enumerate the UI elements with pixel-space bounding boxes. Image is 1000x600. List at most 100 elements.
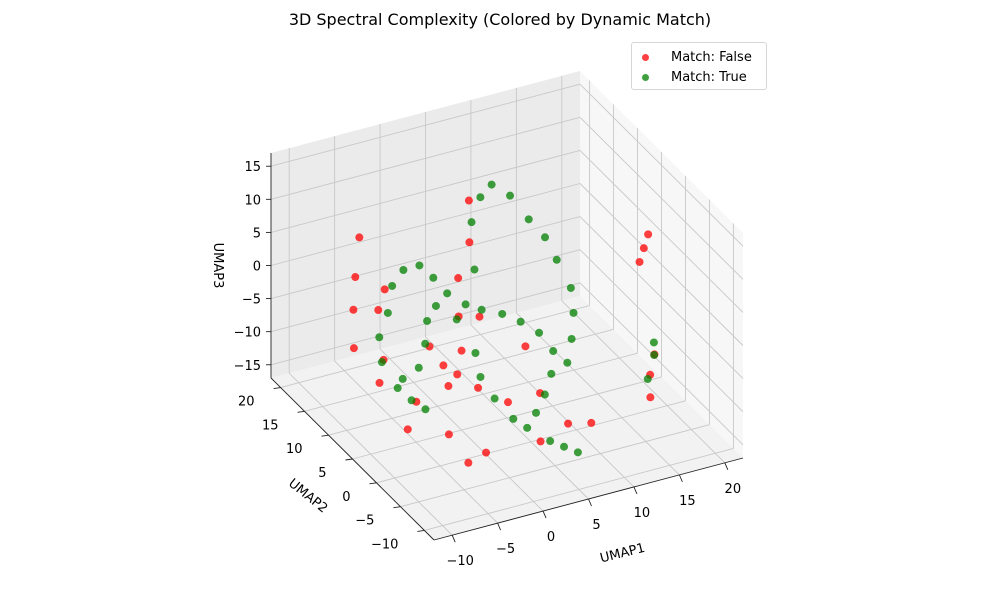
data-point [474, 383, 483, 392]
tick-labels: −10 −5 0 5 10 15 20 −10 −5 0 5 10 15 20 −15 −10 −5 0 5 10 15 [234, 160, 742, 569]
axis-panes [271, 71, 743, 540]
data-point [487, 180, 496, 189]
data-point [380, 285, 389, 294]
z-tick-label: 0 [253, 260, 261, 275]
data-point [552, 255, 561, 264]
chart-title: 3D Spectral Complexity (Colored by Dynam… [288, 10, 712, 29]
z-tick-label: 5 [253, 226, 261, 241]
data-point [566, 283, 575, 292]
y-tick-mark [321, 434, 329, 437]
x-tick-mark [724, 462, 729, 471]
data-point [349, 305, 358, 314]
z-tick-label: −10 [234, 326, 261, 341]
y-grid-floor [352, 376, 662, 460]
data-point [536, 437, 545, 446]
series-match-false [349, 196, 659, 467]
data-point [431, 301, 440, 310]
x-tick-label: −10 [446, 554, 473, 569]
y-tick-label: 0 [342, 490, 350, 505]
data-point [375, 333, 384, 342]
data-point [650, 351, 659, 360]
data-point [471, 349, 480, 357]
data-point [421, 405, 430, 414]
z-grid-back [270, 183, 581, 266]
data-point [453, 370, 462, 379]
z-tick-label: −15 [234, 359, 261, 374]
z-grid-side [579, 216, 744, 379]
z-grid-side [579, 183, 744, 346]
data-point [383, 308, 392, 317]
y-tick-label: 5 [318, 466, 326, 481]
z-grid-back [270, 149, 581, 233]
data-point [375, 378, 384, 387]
y-tick-mark [369, 482, 377, 485]
y-tick-label: −10 [371, 537, 398, 552]
data-point [646, 393, 655, 402]
legend-item-false: Match: False [642, 48, 752, 66]
z-grid-side [579, 282, 744, 446]
data-point [639, 244, 648, 253]
data-point [415, 261, 424, 270]
data-point [444, 430, 453, 439]
y-tick-label: 20 [238, 395, 255, 410]
data-point [452, 315, 461, 324]
y-tick-label: 15 [262, 418, 279, 433]
z-tick-label: −5 [242, 293, 261, 308]
z-tick-label: 15 [244, 160, 261, 175]
y-grid-floor [280, 305, 590, 388]
data-point [475, 312, 484, 321]
data-point [444, 382, 453, 391]
x-tick-label: 0 [547, 530, 555, 545]
data-point [388, 281, 397, 290]
data-point [563, 358, 572, 367]
x-tick-mark [542, 510, 547, 519]
y-grid-floor [376, 400, 686, 484]
data-point [407, 396, 416, 405]
legend-marker-false [642, 53, 649, 61]
data-point [644, 230, 653, 239]
x-tick-mark [633, 486, 638, 495]
y-tick-label: −5 [355, 514, 374, 529]
y-tick-mark [273, 387, 281, 389]
legend: Match: False Match: True [631, 42, 767, 90]
data-point [573, 448, 582, 457]
data-point [421, 339, 430, 348]
x-tick-label: 15 [679, 494, 696, 509]
data-point [457, 346, 466, 355]
y-axis-label: UMAP2 [285, 476, 330, 516]
y-tick-label: 10 [286, 442, 303, 457]
x-tick-mark [588, 498, 592, 507]
y-grid-floor [328, 352, 638, 436]
data-point [374, 306, 383, 315]
data-point [461, 300, 470, 309]
data-point [443, 289, 452, 298]
y-tick-mark [345, 458, 353, 461]
data-point [467, 218, 476, 227]
data-point [635, 257, 644, 266]
data-point [355, 233, 364, 242]
data-point [429, 273, 438, 282]
data-point [423, 316, 432, 325]
x-tick-label: −5 [496, 542, 515, 557]
data-point [509, 414, 518, 423]
data-point [476, 372, 485, 381]
data-point [470, 265, 479, 274]
data-point [349, 344, 358, 353]
x-tick-mark [497, 522, 502, 531]
z-grid-side [579, 83, 744, 247]
data-point [523, 423, 532, 432]
data-point [649, 338, 658, 347]
x-tick-label: 5 [592, 518, 600, 533]
data-point [506, 191, 515, 200]
data-point [521, 342, 530, 351]
data-point [399, 266, 408, 275]
data-point [516, 317, 525, 326]
z-grid-side [579, 150, 744, 313]
data-point [414, 363, 423, 372]
y-grid-floor [304, 328, 614, 412]
data-point [498, 309, 507, 318]
data-point [490, 394, 499, 403]
data-point [476, 193, 485, 202]
data-point [439, 361, 448, 370]
